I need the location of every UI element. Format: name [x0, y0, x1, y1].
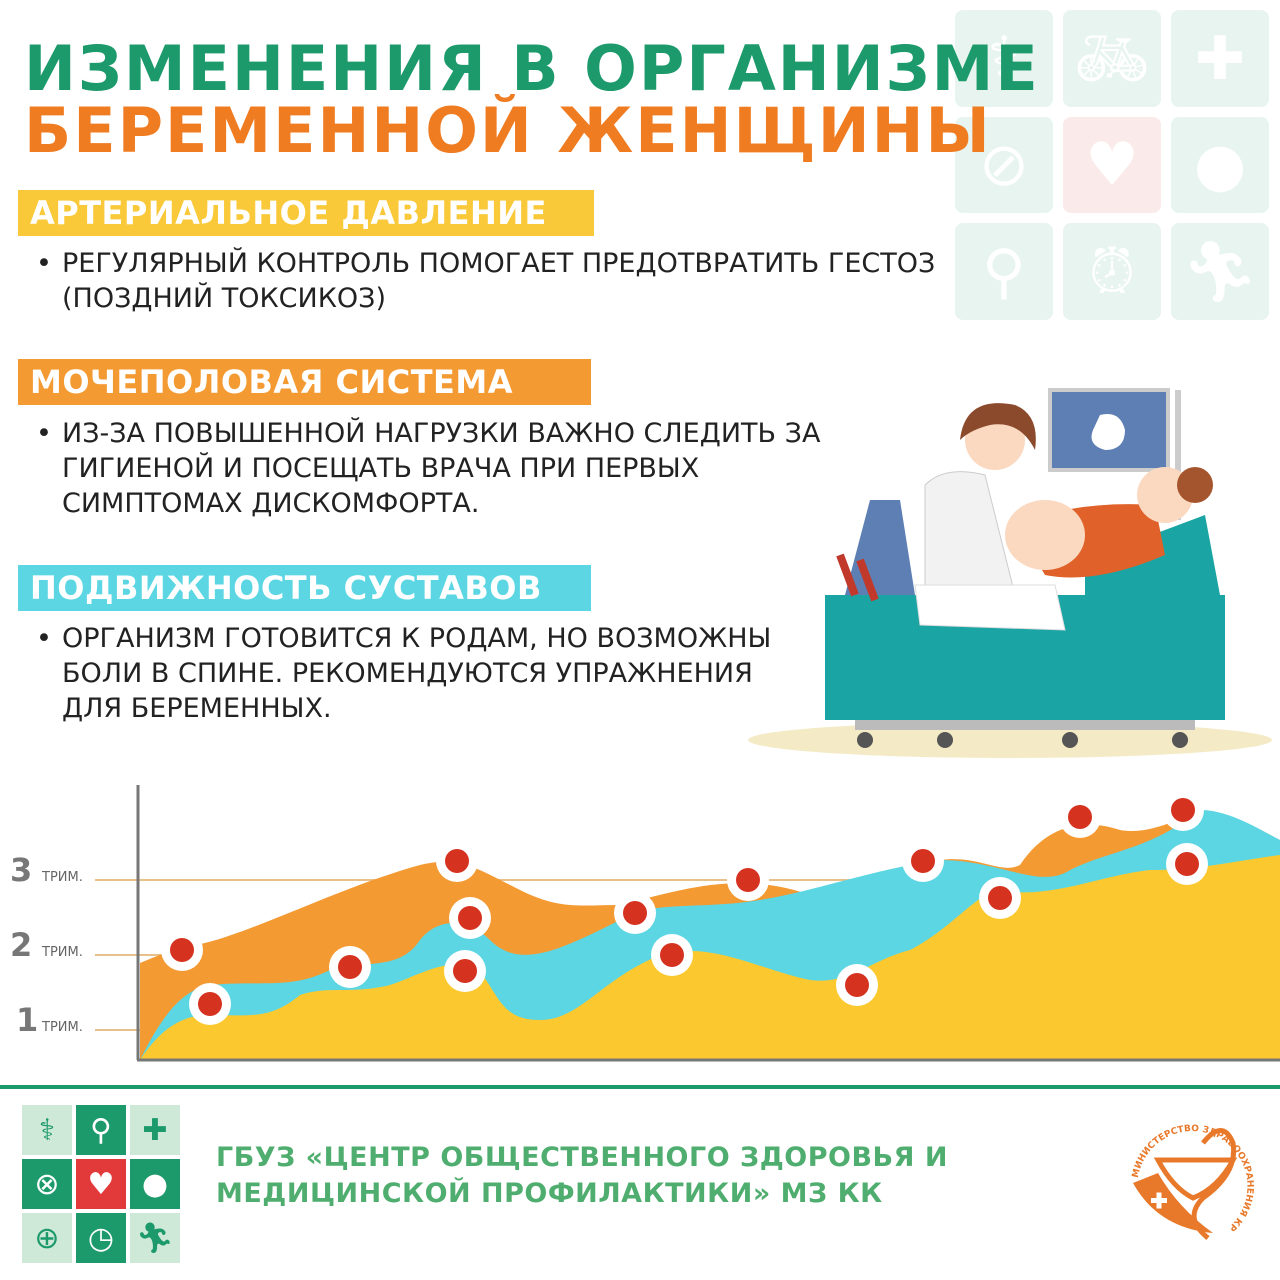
- page-title-line1: ИЗМЕНЕНИЯ В ОРГАНИЗМЕ: [24, 32, 1040, 105]
- bullet-text: ИЗ-ЗА ПОВЫШЕННОЙ НАГРУЗКИ ВАЖНО СЛЕДИТЬ …: [62, 418, 821, 519]
- tick-label-3: ТРИМ.: [41, 870, 83, 885]
- section-heading-urogenital: МОЧЕПОЛОВАЯ СИСТЕМА: [18, 359, 591, 405]
- runner-icon: 🏃︎: [130, 1213, 180, 1263]
- org-line1: ГБУЗ «ЦЕНТР ОБЩЕСТВЕННОГО ЗДОРОВЬЯ И: [216, 1142, 948, 1173]
- background-icon-grid: ⚕ 🚲︎ ✚ ⊘ ♥ ● ⚲ ⏰︎ 🏃︎: [955, 10, 1275, 320]
- plus-icon: ✚: [1171, 10, 1269, 107]
- tick-number-1: 1: [16, 1001, 38, 1039]
- heart-pulse-icon: ♥: [76, 1159, 126, 1209]
- section-text-urogenital: • ИЗ-ЗА ПОВЫШЕННОЙ НАГРУЗКИ ВАЖНО СЛЕДИТ…: [36, 416, 856, 521]
- bicycle-icon: ⚲: [76, 1105, 126, 1155]
- organization-name: ГБУЗ «ЦЕНТР ОБЩЕСТВЕННОГО ЗДОРОВЬЯ И МЕД…: [216, 1140, 948, 1212]
- magnifier-icon: ⚲: [955, 223, 1053, 320]
- divider: [0, 1085, 1280, 1089]
- tick-label-2: ТРИМ.: [41, 945, 83, 960]
- trimester-area-chart: 3 ТРИМ. 2 ТРИМ. 1 ТРИМ.: [10, 785, 1280, 1062]
- marker-dot: [623, 901, 647, 925]
- no-smoking-icon: ⊘: [955, 117, 1053, 213]
- alarm-clock-icon: ◷: [76, 1213, 126, 1263]
- marker-dot: [445, 849, 469, 873]
- bullet: •: [36, 418, 52, 449]
- caduceus-icon: ⚕: [22, 1105, 72, 1155]
- marker-dot: [170, 938, 194, 962]
- bullet: •: [36, 623, 52, 654]
- bullet: •: [36, 248, 52, 279]
- apple-icon: ●: [1171, 117, 1269, 213]
- marker-dot: [911, 849, 935, 873]
- marker-dot: [453, 959, 477, 983]
- marker-dot: [1175, 852, 1199, 876]
- section-text-blood-pressure: • РЕГУЛЯРНЫЙ КОНТРОЛЬ ПОМОГАЕТ ПРЕДОТВРА…: [36, 246, 1036, 316]
- tick-number-2: 2: [10, 926, 32, 964]
- marker-dot: [1171, 798, 1195, 822]
- runner-icon: 🏃︎: [1171, 223, 1269, 320]
- marker-dot: [660, 943, 684, 967]
- alarm-clock-icon: ⏰︎: [1063, 223, 1161, 320]
- ministry-logo: МИНИСТЕРСТВО ЗДРАВООХРАНЕНИЯ КРАСНОДАРСК…: [1118, 1098, 1255, 1240]
- plus-icon: ✚: [130, 1105, 180, 1155]
- org-line2: МЕДИЦИНСКОЙ ПРОФИЛАКТИКИ» МЗ КК: [216, 1178, 883, 1209]
- marker-dot: [458, 906, 482, 930]
- caduceus-icon: ⚕: [955, 10, 1053, 107]
- marker-dot: [198, 992, 222, 1016]
- marker-dot: [1068, 805, 1092, 829]
- section-heading-joints: ПОДВИЖНОСТЬ СУСТАВОВ: [18, 565, 591, 611]
- ultrasound-illustration: [748, 388, 1272, 758]
- no-smoking-icon: ⊗: [22, 1159, 72, 1209]
- bullet-text: РЕГУЛЯРНЫЙ КОНТРОЛЬ ПОМОГАЕТ ПРЕДОТВРАТИ…: [62, 248, 936, 314]
- bullet-text: ОРГАНИЗМ ГОТОВИТСЯ К РОДАМ, НО ВОЗМОЖНЫ …: [62, 623, 772, 724]
- marker-dot: [988, 886, 1012, 910]
- bicycle-icon: 🚲︎: [1063, 10, 1161, 107]
- magnifier-icon: ⊕: [22, 1213, 72, 1263]
- tick-number-3: 3: [10, 851, 32, 889]
- footer-icon-grid: ⚕ ⚲ ✚ ⊗ ♥ ● ⊕ ◷ 🏃︎: [22, 1105, 180, 1263]
- tick-label-1: ТРИМ.: [41, 1020, 83, 1035]
- section-text-joints: • ОРГАНИЗМ ГОТОВИТСЯ К РОДАМ, НО ВОЗМОЖН…: [36, 621, 816, 726]
- page-title-line2: БЕРЕМЕННОЙ ЖЕНЩИНЫ: [24, 94, 992, 167]
- marker-dot: [338, 955, 362, 979]
- marker-dot: [845, 973, 869, 997]
- marker-dot: [736, 868, 760, 892]
- heart-pulse-icon: ♥: [1063, 117, 1161, 213]
- section-heading-blood-pressure: АРТЕРИАЛЬНОЕ ДАВЛЕНИЕ: [18, 190, 594, 236]
- apple-icon: ●: [130, 1159, 180, 1209]
